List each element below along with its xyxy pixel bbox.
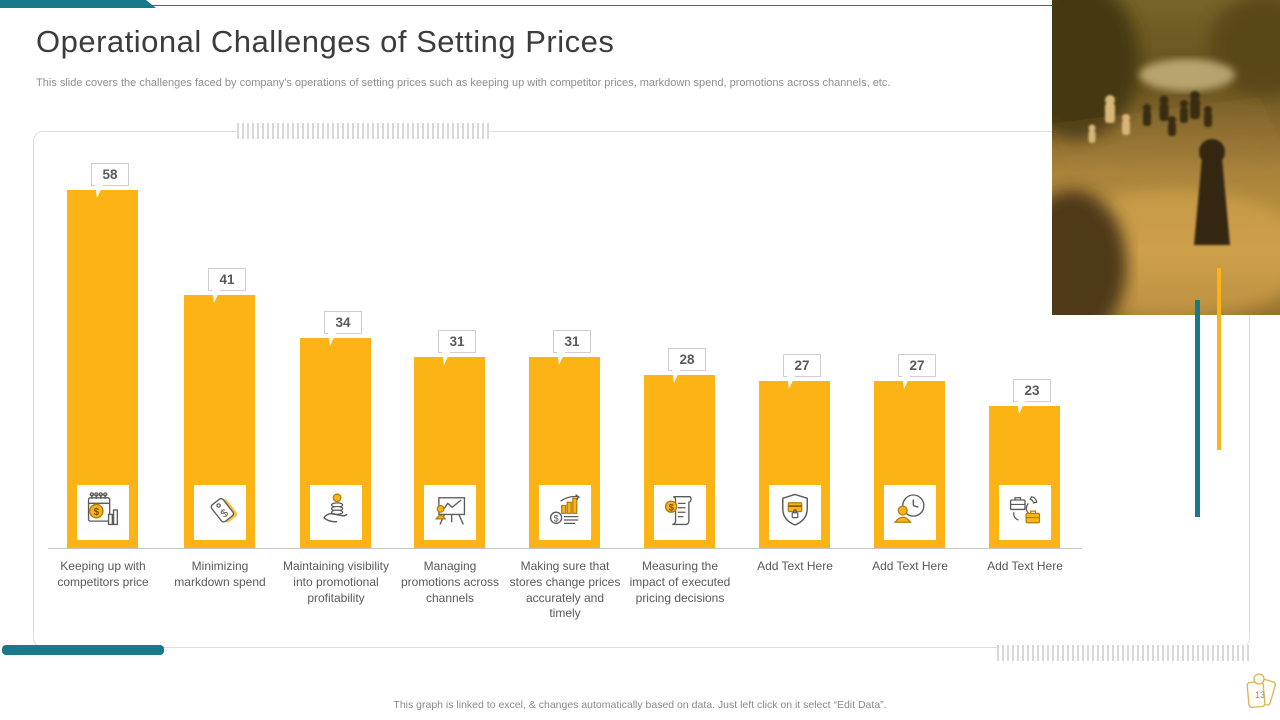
category-label: Managing promotions across channels (400, 559, 500, 605)
bar-icon-box (884, 485, 936, 540)
category-label: Minimizing markdown spend (174, 559, 266, 589)
pricing-invoice-icon: $ (660, 490, 700, 535)
comb-decoration-bottom (997, 645, 1250, 661)
callout-pointer (902, 374, 911, 389)
callout-pointer (95, 183, 104, 198)
chart-plot[interactable]: 58 $ Keeping up with competitors price 41 $ M… (33, 131, 1250, 648)
category-label[interactable]: Add Text Here (987, 559, 1063, 573)
bar-value-callout: 34 (324, 311, 362, 334)
bar-icon-box: $ (654, 485, 706, 540)
bar-value-callout: 27 (783, 354, 821, 377)
bar-icon-box (310, 485, 362, 540)
slide-title: Operational Challenges of Setting Prices (36, 24, 615, 59)
callout-pointer (672, 368, 681, 383)
secure-payment-shield-icon (775, 490, 815, 535)
bar-icon-box: $ (194, 485, 246, 540)
category-label: Maintaining visibility into promotional … (282, 559, 390, 605)
price-tag-icon: $ (200, 490, 240, 535)
category-label: Keeping up with competitors price (57, 559, 149, 589)
category-label[interactable]: Add Text Here (757, 559, 833, 573)
callout-pointer (557, 350, 566, 365)
top-accent-bar (0, 0, 156, 8)
svg-text:$: $ (94, 507, 100, 518)
x-axis-baseline (48, 548, 1082, 549)
person-time-icon (890, 490, 930, 535)
bar-icon-box (424, 485, 476, 540)
page-number: 13 (1255, 690, 1265, 700)
category-label: Measuring the impact of executed pricing… (629, 559, 731, 605)
slide-subtitle: This slide covers the challenges faced b… (36, 77, 891, 89)
comb-decoration-top (237, 123, 489, 139)
teal-vertical-line (1195, 300, 1200, 517)
bar-icon-box: $ (77, 485, 129, 540)
callout-pointer (787, 374, 796, 389)
yellow-vertical-line (1217, 268, 1221, 450)
bar-value-callout: 27 (898, 354, 936, 377)
callout-pointer (442, 350, 451, 365)
bar-icon-box (769, 485, 821, 540)
category-label[interactable]: Add Text Here (872, 559, 948, 573)
bar-icon-box (999, 485, 1051, 540)
top-accent-line (0, 5, 1280, 6)
callout-pointer (328, 331, 337, 346)
callout-pointer (212, 288, 221, 303)
chess-photo (1052, 0, 1280, 315)
calendar-price-analysis-icon: $ (83, 490, 123, 535)
bar-value-callout: 31 (438, 330, 476, 353)
bar-icon-box: $ (539, 485, 591, 540)
hand-coins-icon (316, 490, 356, 535)
category-label: Making sure that stores change prices ac… (509, 559, 621, 621)
svg-text:$: $ (669, 502, 675, 513)
bar-value-callout: 31 (553, 330, 591, 353)
bar-value-callout: 41 (208, 268, 246, 291)
bar-value-callout: 58 (91, 163, 129, 186)
svg-text:$: $ (554, 513, 559, 523)
callout-pointer (1017, 399, 1026, 414)
briefcase-contact-icon (1005, 490, 1045, 535)
bottom-accent-bar (2, 645, 164, 655)
sales-growth-icon: $ (545, 490, 585, 535)
promotion-presentation-icon (430, 490, 470, 535)
bar-value-callout: 23 (1013, 379, 1051, 402)
page-number-tag: 13 (1246, 673, 1276, 709)
bar-value-callout: 28 (668, 348, 706, 371)
footer-note: This graph is linked to excel, & changes… (393, 699, 887, 711)
